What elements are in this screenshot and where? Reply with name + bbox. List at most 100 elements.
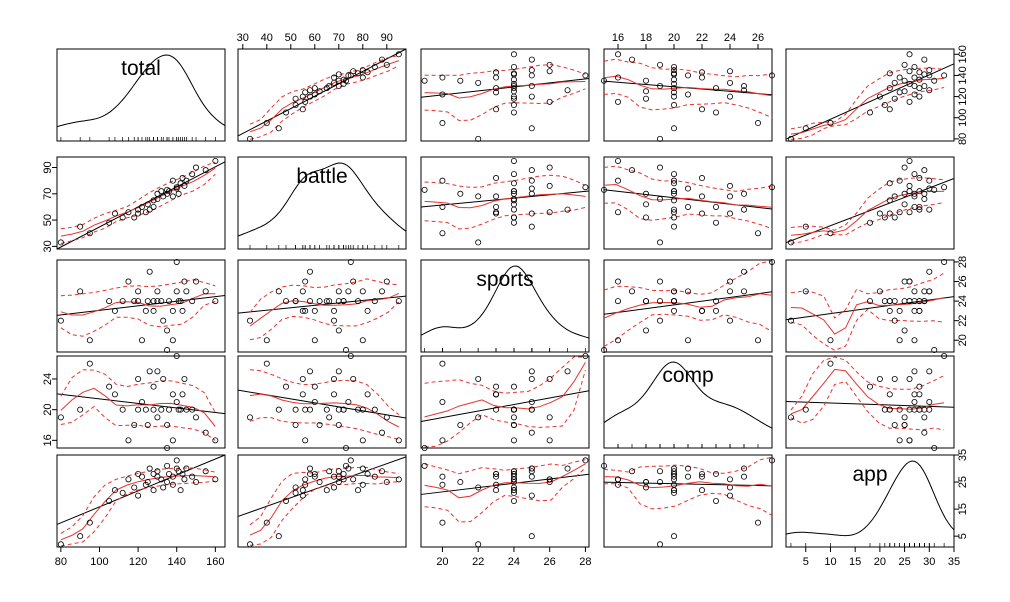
data-point	[546, 61, 553, 68]
data-point	[727, 288, 734, 295]
data-point	[921, 406, 928, 413]
data-point	[212, 298, 219, 305]
data-point	[906, 188, 913, 195]
data-point	[475, 375, 482, 382]
smooth-lower-band	[60, 173, 216, 244]
smooth-upper-band	[60, 467, 216, 534]
data-point	[493, 383, 500, 390]
tick-label: 24	[724, 32, 736, 44]
tick-label: 26	[752, 32, 764, 44]
data-point	[510, 85, 517, 92]
data-point	[359, 74, 366, 81]
tick-label: 120	[129, 556, 147, 568]
tick-label: 28	[957, 256, 969, 268]
data-point	[699, 69, 706, 76]
smooth-upper-band	[249, 369, 400, 416]
panel-total-app	[785, 48, 955, 142]
tick-label: 80	[55, 556, 67, 568]
data-point	[911, 368, 918, 375]
data-point	[643, 298, 650, 305]
data-point	[510, 206, 517, 213]
tick-label: 20	[668, 32, 680, 44]
data-point	[359, 288, 366, 295]
panel-comp-sports	[420, 352, 590, 451]
data-point	[911, 391, 918, 398]
data-point	[901, 414, 908, 421]
density-curve	[420, 265, 590, 339]
data-point	[546, 68, 553, 75]
data-point	[926, 368, 933, 375]
panel-sports-sports: sports	[420, 259, 590, 353]
data-point	[111, 307, 118, 314]
data-point	[916, 76, 923, 83]
variable-label: total	[121, 57, 161, 80]
data-point	[475, 414, 482, 421]
data-point	[292, 489, 299, 496]
data-point	[528, 398, 535, 405]
data-point	[546, 437, 553, 444]
panel-frame	[237, 454, 407, 548]
smooth-upper-band	[603, 165, 773, 192]
regression-line	[56, 161, 226, 250]
data-point	[671, 67, 678, 74]
data-point	[158, 188, 165, 195]
data-point	[510, 214, 517, 221]
data-point	[528, 368, 535, 375]
data-point	[926, 288, 933, 295]
data-point	[787, 317, 794, 324]
data-point	[183, 288, 190, 295]
data-point	[119, 489, 126, 496]
tick-label: 10	[824, 556, 836, 568]
data-point	[144, 298, 151, 305]
data-point	[493, 203, 500, 210]
data-point	[901, 88, 908, 95]
tick-label: 120	[957, 87, 969, 105]
panel-total-battle	[237, 48, 407, 142]
data-point	[671, 533, 678, 540]
data-point	[916, 206, 923, 213]
axis-sports-right: 20 22 24 26 28	[953, 256, 969, 346]
data-point	[685, 288, 692, 295]
data-point	[643, 190, 650, 197]
panel-frame	[56, 259, 226, 353]
data-point	[493, 487, 500, 494]
data-point	[183, 465, 190, 472]
data-point	[202, 468, 209, 475]
smooth-lower-band	[604, 483, 773, 516]
data-point	[802, 288, 809, 295]
data-point	[528, 177, 535, 184]
variable-label: battle	[296, 165, 347, 188]
data-point	[350, 278, 357, 285]
data-point	[493, 193, 500, 200]
data-point	[330, 391, 337, 398]
data-point	[142, 406, 149, 413]
data-point	[657, 164, 664, 171]
data-point	[144, 201, 151, 208]
data-point	[189, 298, 196, 305]
data-point	[302, 278, 309, 285]
data-point	[921, 167, 928, 174]
data-point	[643, 95, 650, 102]
data-point	[316, 298, 323, 305]
data-point	[202, 429, 209, 436]
data-point	[546, 98, 553, 105]
data-point	[165, 298, 172, 305]
smooth-lower-band	[249, 65, 400, 140]
data-point	[299, 492, 306, 499]
data-point	[311, 85, 318, 92]
axis-sports-bottom: 20 22 24 26 28	[436, 546, 592, 568]
panel-comp-battle	[237, 352, 407, 451]
data-point	[741, 87, 748, 94]
data-point	[615, 209, 622, 216]
data-point	[931, 347, 938, 354]
data-point	[510, 383, 517, 390]
data-point	[493, 470, 500, 477]
data-point	[57, 541, 64, 548]
data-point	[867, 383, 874, 390]
data-point	[169, 391, 176, 398]
data-point	[891, 421, 898, 428]
data-point	[164, 421, 171, 428]
data-point	[111, 210, 118, 217]
data-point	[510, 51, 517, 58]
